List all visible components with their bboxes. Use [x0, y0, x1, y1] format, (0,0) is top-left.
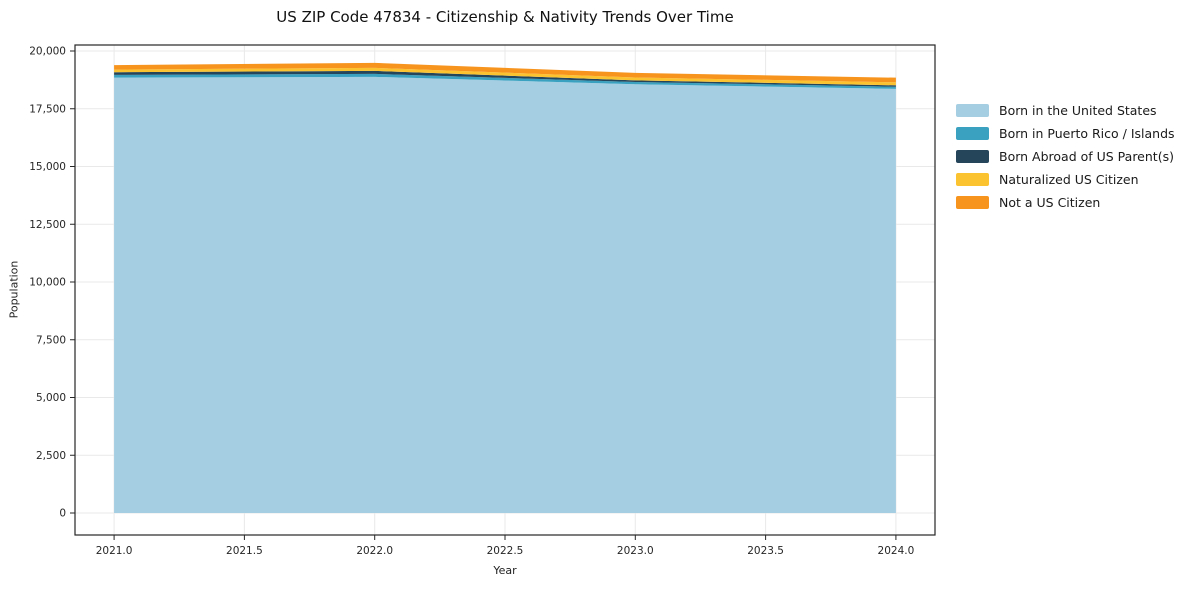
legend: Born in the United States Born in Puerto …	[956, 99, 1175, 214]
y-tick-label: 20,000	[29, 46, 66, 58]
legend-swatch	[956, 196, 989, 209]
legend-label: Born in the United States	[999, 103, 1157, 118]
x-tick-label: 2022.5	[487, 545, 524, 557]
x-axis-label: Year	[493, 564, 517, 577]
legend-label: Not a US Citizen	[999, 195, 1101, 210]
legend-item-1: Born in Puerto Rico / Islands	[956, 122, 1175, 145]
y-tick-label: 7,500	[36, 334, 66, 346]
x-tick-label: 2021.0	[96, 545, 133, 557]
y-axis-label: Population	[7, 260, 21, 319]
y-tick-label: 0	[59, 508, 66, 520]
y-tick-label: 12,500	[29, 219, 66, 231]
x-tick-label: 2023.5	[747, 545, 784, 557]
x-tick-label: 2024.0	[878, 545, 915, 557]
chart-title: US ZIP Code 47834 - Citizenship & Nativi…	[276, 8, 734, 26]
y-tick-label: 15,000	[29, 161, 66, 173]
legend-label: Born in Puerto Rico / Islands	[999, 126, 1175, 141]
legend-item-0: Born in the United States	[956, 99, 1175, 122]
legend-item-4: Not a US Citizen	[956, 191, 1175, 214]
legend-swatch	[956, 173, 989, 186]
y-tick-label: 17,500	[29, 103, 66, 115]
area-series-3	[114, 67, 896, 86]
legend-item-2: Born Abroad of US Parent(s)	[956, 145, 1175, 168]
area-series-4	[114, 62, 896, 83]
area-series-1	[114, 73, 896, 89]
legend-item-3: Naturalized US Citizen	[956, 168, 1175, 191]
x-tick-label: 2022.0	[356, 545, 393, 557]
y-tick-label: 10,000	[29, 277, 66, 289]
area-series-0	[114, 76, 896, 513]
area-series-2	[114, 70, 896, 87]
legend-label: Born Abroad of US Parent(s)	[999, 149, 1174, 164]
legend-label: Naturalized US Citizen	[999, 172, 1139, 187]
y-tick-label: 5,000	[36, 392, 66, 404]
y-tick-label: 2,500	[36, 450, 66, 462]
legend-swatch	[956, 127, 989, 140]
x-tick-label: 2021.5	[226, 545, 263, 557]
legend-swatch	[956, 104, 989, 117]
x-tick-label: 2023.0	[617, 545, 654, 557]
legend-swatch	[956, 150, 989, 163]
